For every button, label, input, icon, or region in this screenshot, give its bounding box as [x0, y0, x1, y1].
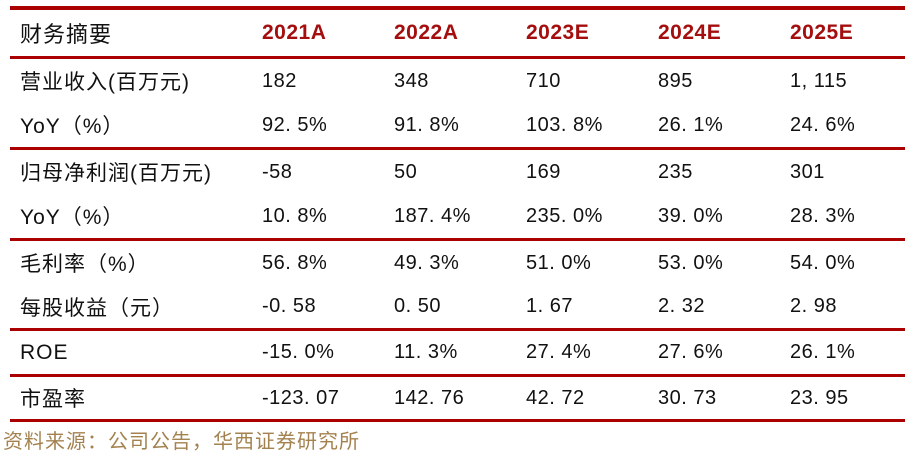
column-header-2023e: 2023E — [526, 21, 590, 44]
table-row-net-profit: 归母净利润(百万元) -58 50 169 235 301 — [0, 150, 919, 194]
section-divider — [10, 56, 905, 59]
cell-value: -58 — [262, 160, 293, 183]
table-row-pe-ratio: 市盈率 -123. 07 142. 76 42. 72 30. 73 23. 9… — [0, 377, 919, 419]
top-divider — [10, 6, 905, 10]
row-label: 每股收益（元） — [20, 296, 174, 320]
cell-value: 710 — [526, 69, 561, 92]
row-label: ROE — [20, 340, 69, 364]
row-label: 市盈率 — [20, 388, 86, 411]
table-row-revenue: 营业收入(百万元) 182 348 710 895 1, 115 — [0, 59, 919, 103]
column-header-2025e: 2025E — [790, 21, 854, 44]
cell-value: 42. 72 — [526, 386, 585, 409]
cell-value: -123. 07 — [262, 386, 340, 409]
cell-value: 91. 8% — [394, 113, 460, 136]
bottom-divider — [10, 419, 905, 422]
cell-value: 103. 8% — [526, 113, 603, 136]
source-note: 资料来源：公司公告，华西证券研究所 — [3, 430, 360, 453]
cell-value: 2. 32 — [658, 295, 705, 317]
cell-value: 53. 0% — [658, 251, 724, 274]
section-divider — [10, 147, 905, 150]
table-row-gross-margin: 毛利率（%） 56. 8% 49. 3% 51. 0% 53. 0% 54. 0… — [0, 241, 919, 285]
cell-value: -0. 58 — [262, 295, 317, 317]
cell-value: 1, 115 — [790, 69, 848, 92]
cell-value: 895 — [658, 69, 693, 92]
cell-value: 301 — [790, 160, 825, 183]
table-row-revenue-yoy: YoY（%） 92. 5% 91. 8% 103. 8% 26. 1% 24. … — [0, 103, 919, 147]
table-title: 财务摘要 — [20, 22, 113, 47]
cell-value: 54. 0% — [790, 251, 856, 274]
table-row-roe: ROE -15. 0% 11. 3% 27. 4% 27. 6% 26. 1% — [0, 331, 919, 374]
cell-value: 2. 98 — [790, 295, 837, 317]
column-header-2024e: 2024E — [658, 21, 722, 44]
column-header-2022a: 2022A — [394, 21, 459, 44]
row-label: 营业收入(百万元) — [20, 71, 190, 94]
row-label: 归母净利润(百万元) — [20, 162, 212, 185]
column-header-2021a: 2021A — [262, 21, 327, 44]
cell-value: 11. 3% — [394, 341, 458, 363]
cell-value: 28. 3% — [790, 204, 856, 227]
cell-value: 0. 50 — [394, 295, 441, 317]
cell-value: 30. 73 — [658, 386, 717, 409]
cell-value: 23. 95 — [790, 386, 849, 409]
row-label: YoY（%） — [20, 206, 125, 229]
cell-value: -15. 0% — [262, 341, 335, 363]
cell-value: 26. 1% — [658, 113, 724, 136]
cell-value: 39. 0% — [658, 204, 724, 227]
cell-value: 187. 4% — [394, 204, 471, 227]
cell-value: 1. 67 — [526, 295, 573, 317]
row-label: 毛利率（%） — [20, 253, 150, 276]
section-divider — [10, 238, 905, 241]
cell-value: 142. 76 — [394, 386, 465, 409]
cell-value: 27. 6% — [658, 341, 724, 363]
cell-value: 27. 4% — [526, 341, 592, 363]
cell-value: 26. 1% — [790, 341, 856, 363]
cell-value: 235. 0% — [526, 204, 603, 227]
row-label: YoY（%） — [20, 115, 125, 138]
table-row-net-profit-yoy: YoY（%） 10. 8% 187. 4% 235. 0% 39. 0% 28.… — [0, 194, 919, 238]
cell-value: 50 — [394, 160, 418, 183]
section-divider — [10, 374, 905, 377]
cell-value: 51. 0% — [526, 251, 592, 274]
cell-value: 49. 3% — [394, 251, 460, 274]
cell-value: 235 — [658, 160, 693, 183]
cell-value: 169 — [526, 160, 561, 183]
table-row-eps: 每股收益（元） -0. 58 0. 50 1. 67 2. 32 2. 98 — [0, 285, 919, 328]
cell-value: 348 — [394, 69, 429, 92]
cell-value: 182 — [262, 69, 297, 92]
cell-value: 92. 5% — [262, 113, 328, 136]
cell-value: 10. 8% — [262, 204, 328, 227]
section-divider — [10, 328, 905, 331]
cell-value: 24. 6% — [790, 113, 856, 136]
table-header-row: 财务摘要 2021A 2022A 2023E 2024E 2025E — [0, 10, 919, 56]
cell-value: 56. 8% — [262, 251, 328, 274]
